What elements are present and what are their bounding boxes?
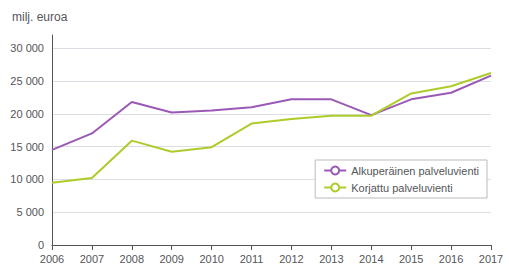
svg-text:2008: 2008	[120, 253, 144, 265]
svg-text:2007: 2007	[80, 253, 104, 265]
svg-text:Korjattu palveluvienti: Korjattu palveluvienti	[351, 182, 453, 194]
svg-text:2015: 2015	[399, 253, 423, 265]
svg-text:5 000: 5 000	[16, 206, 44, 218]
svg-text:2006: 2006	[40, 253, 64, 265]
svg-text:2016: 2016	[439, 253, 463, 265]
svg-text:Alkuperäinen palveluvienti: Alkuperäinen palveluvienti	[351, 165, 479, 177]
svg-text:20 000: 20 000	[10, 108, 44, 120]
svg-text:2014: 2014	[359, 253, 383, 265]
svg-text:2011: 2011	[240, 253, 264, 265]
svg-text:30 000: 30 000	[10, 42, 44, 54]
svg-text:2010: 2010	[199, 253, 223, 265]
svg-text:10 000: 10 000	[10, 173, 44, 185]
svg-text:2009: 2009	[159, 253, 183, 265]
svg-text:2017: 2017	[479, 253, 503, 265]
svg-text:2012: 2012	[279, 253, 303, 265]
svg-text:15 000: 15 000	[10, 141, 44, 153]
svg-text:0: 0	[38, 239, 44, 251]
svg-text:milj. euroa: milj. euroa	[12, 10, 68, 24]
svg-text:2013: 2013	[319, 253, 343, 265]
svg-text:25 000: 25 000	[10, 75, 44, 87]
